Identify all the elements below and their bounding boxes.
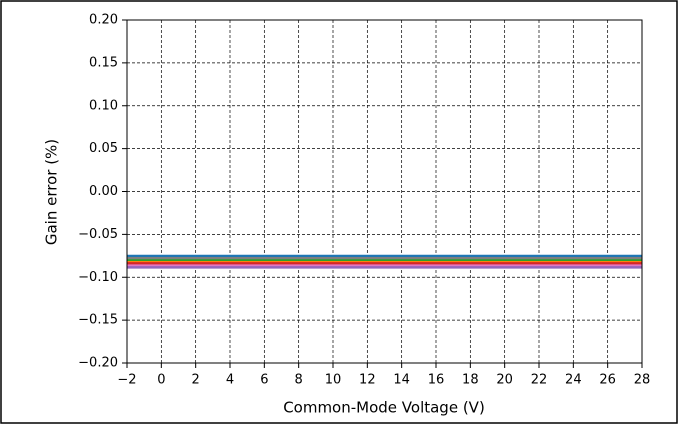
x-tick-label: 4 [226,373,234,388]
y-axis-label: Gain error (%) [43,139,61,245]
x-tick-label: 0 [157,373,165,388]
y-tick-label: −0.05 [78,227,118,242]
x-tick-label: 26 [599,373,616,388]
y-tick-label: −0.15 [78,313,118,328]
x-tick-label: 24 [565,373,582,388]
plot-frame [126,19,643,364]
y-tick-label: −0.10 [78,270,118,285]
x-tick-label: 20 [496,373,513,388]
x-tick-label: 12 [359,373,376,388]
y-tick-label: 0.15 [89,55,118,70]
x-axis-label: Common-Mode Voltage (V) [283,399,485,417]
y-tick-label: 0.00 [89,184,118,199]
x-tick-label: 28 [634,373,651,388]
x-tick-label: 14 [393,373,410,388]
x-tick-label: −2 [117,373,136,388]
x-tick-label: 16 [428,373,445,388]
y-tick-label: 0.05 [89,141,118,156]
x-tick-label: 10 [325,373,342,388]
x-tick-label: 18 [462,373,479,388]
x-tick-label: 6 [260,373,268,388]
y-tick-label: 0.10 [89,98,118,113]
x-tick-label: 2 [192,373,200,388]
x-tick-label: 8 [295,373,303,388]
y-tick-label: 0.20 [89,13,118,28]
y-tick-label: −0.20 [78,356,118,371]
x-tick-label: 22 [531,373,548,388]
